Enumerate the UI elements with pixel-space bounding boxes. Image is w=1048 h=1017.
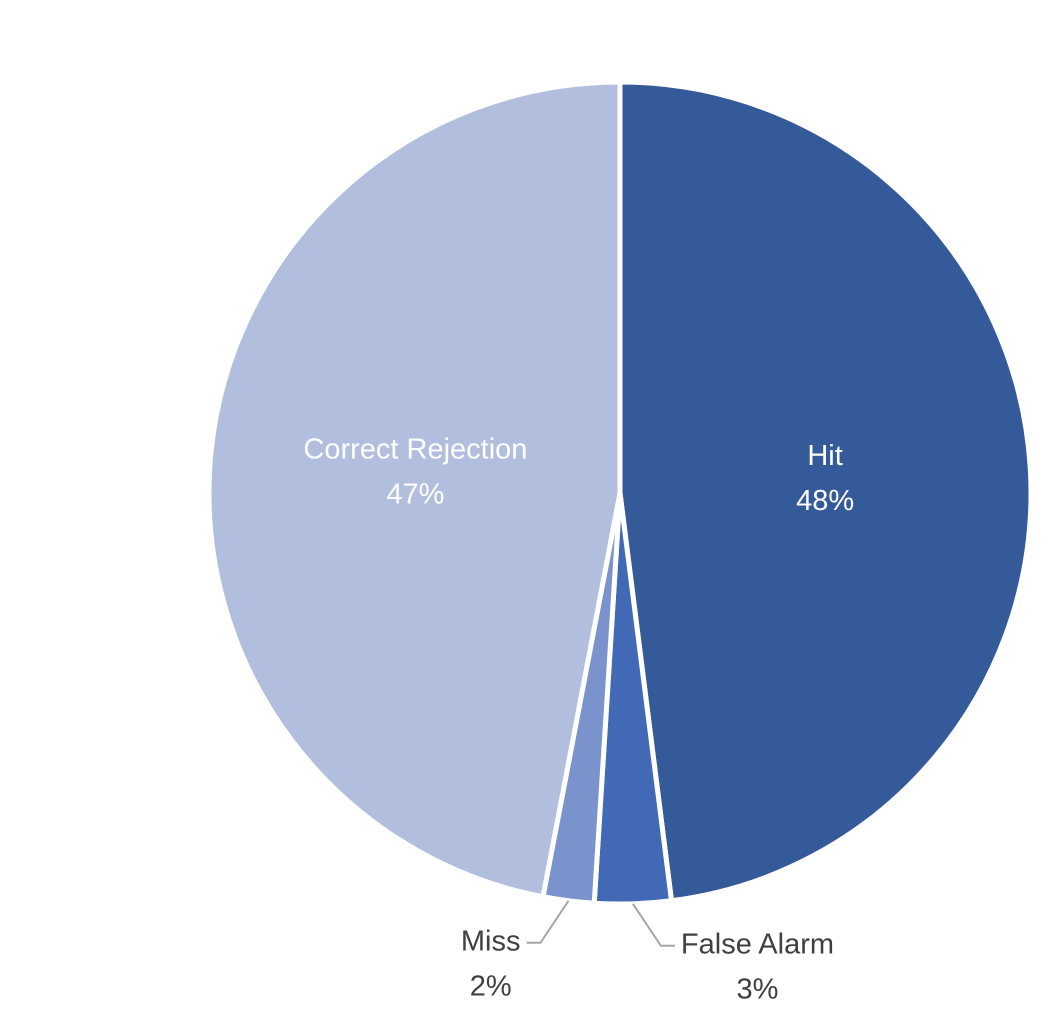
slice-value-label: 2%: [470, 970, 512, 1002]
slice-label: False Alarm: [681, 928, 834, 960]
pie-slice: [617, 79, 1034, 904]
pie-slice: [206, 79, 623, 900]
slice-label: Hit: [807, 440, 842, 472]
slice-value-label: 3%: [737, 973, 779, 1005]
leader-line: [526, 900, 570, 944]
leader-line: [632, 903, 675, 947]
slice-value-label: 48%: [796, 485, 854, 517]
slice-label: Correct Rejection: [303, 433, 527, 465]
slice-label: Miss: [461, 925, 521, 957]
slice-value-label: 47%: [386, 478, 444, 510]
